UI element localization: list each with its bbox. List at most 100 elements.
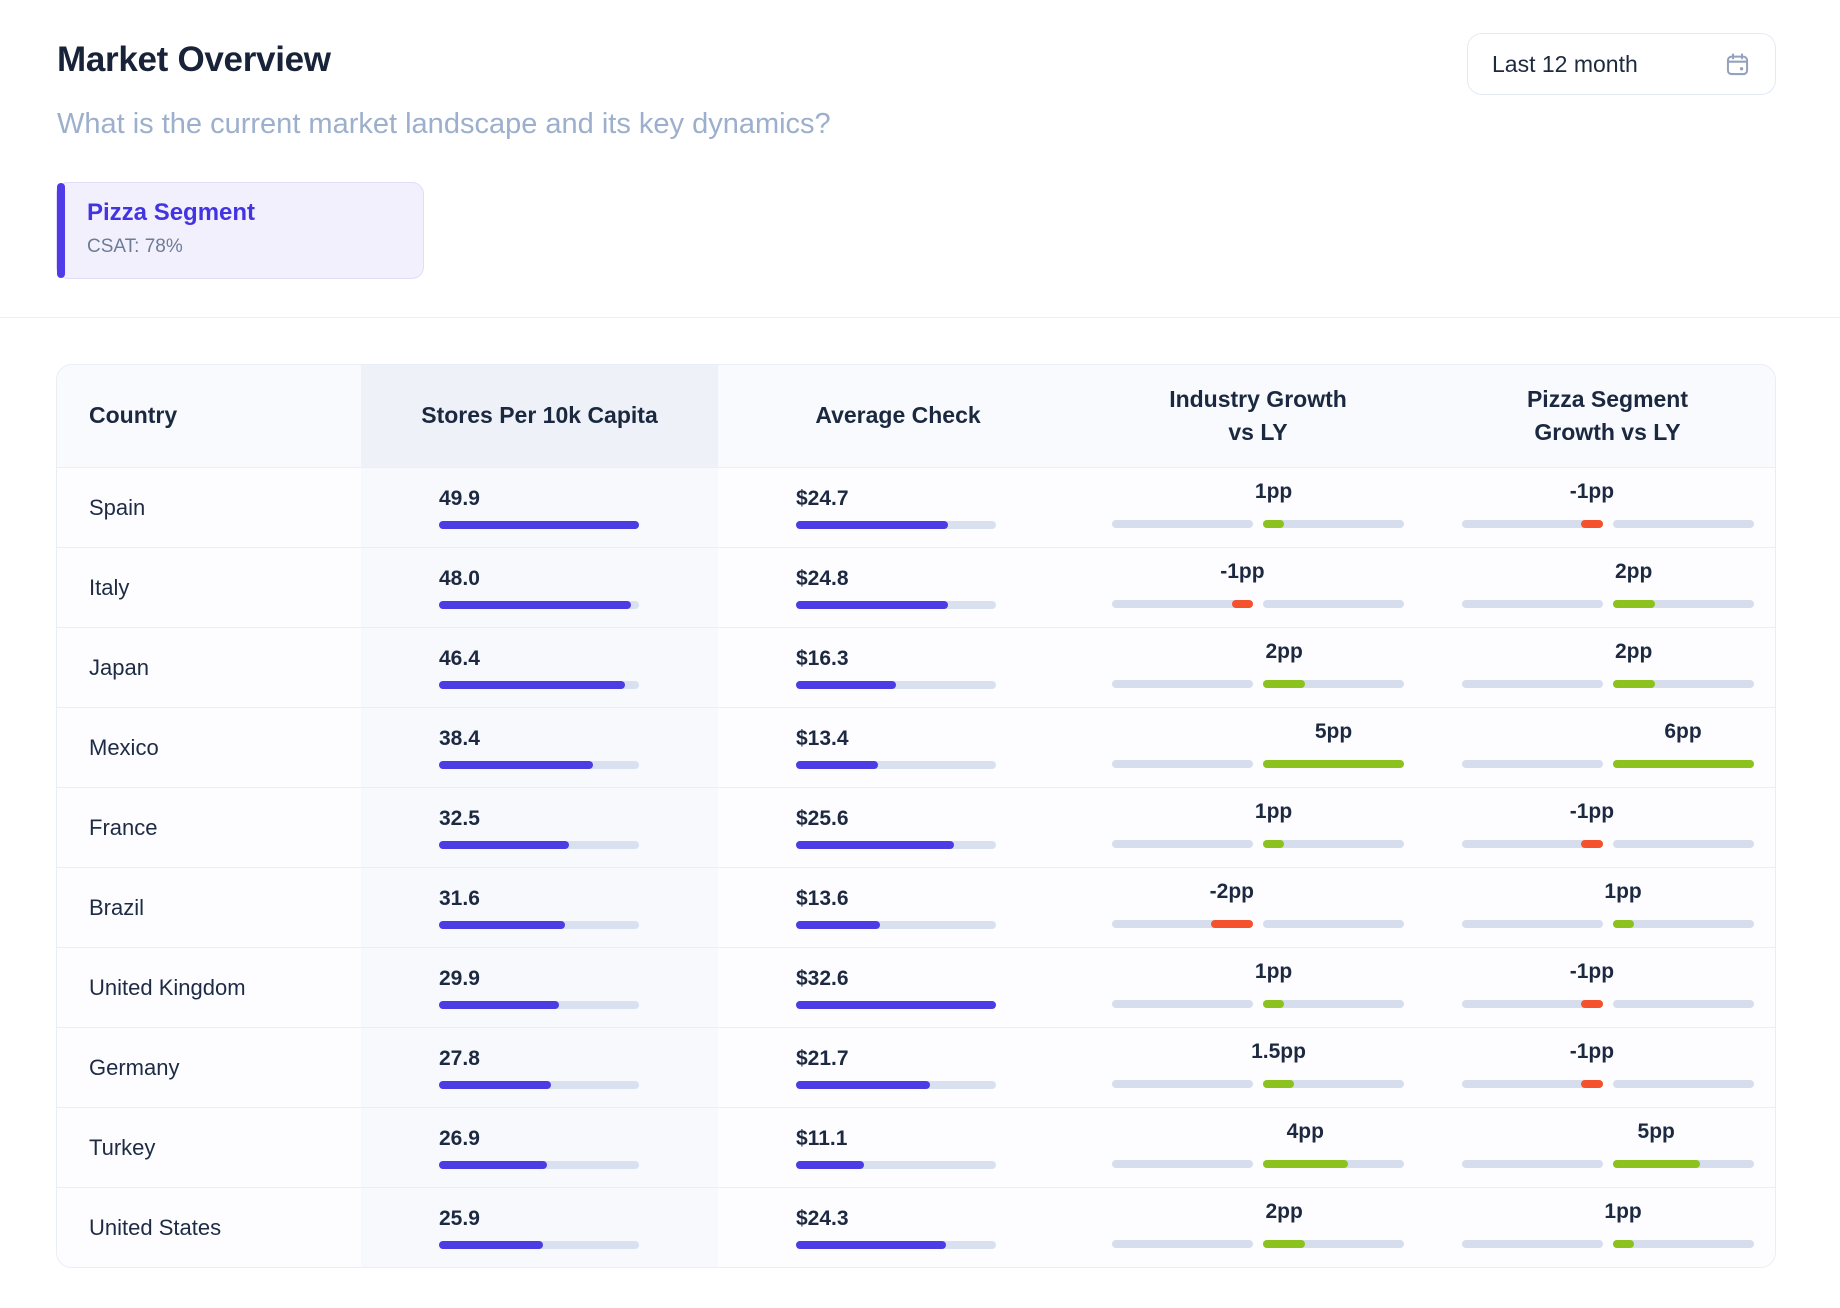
country-cell: Italy: [89, 574, 130, 600]
industry-growth-bar-cell: -2pp: [1078, 868, 1438, 947]
growth-value-label: 1pp: [1604, 879, 1642, 903]
bar-fill: [439, 760, 593, 769]
table-row[interactable]: France 32.5 $25.6 1pp -1pp: [57, 787, 1775, 867]
value-label: 26.9: [439, 1126, 480, 1150]
growth-track: [1112, 1079, 1404, 1088]
country-cell: France: [89, 814, 158, 840]
growth-value-label: 1pp: [1254, 479, 1293, 503]
bar-fill: [796, 1080, 930, 1089]
industry-growth-bar: 1pp: [1112, 960, 1404, 1014]
value-label: 49.9: [439, 486, 480, 510]
stores-bar-cell: 27.8: [361, 1028, 718, 1107]
industry-growth-bar-cell: 1pp: [1078, 948, 1438, 1027]
period-selector-button[interactable]: Last 12 month: [1467, 33, 1776, 95]
stores-bar: 46.4: [361, 647, 639, 689]
growth-pill-positive: [1612, 919, 1634, 928]
growth-track-right: [1263, 839, 1404, 848]
industry-growth-bar: 1pp: [1112, 479, 1404, 534]
table-row[interactable]: Turkey 26.9 $11.1 4pp 5pp: [57, 1107, 1775, 1187]
bar-fill: [439, 520, 639, 529]
table-row[interactable]: Mexico 38.4 $13.4 5pp 6pp: [57, 707, 1775, 787]
average-check-bar: $21.7: [718, 1047, 996, 1089]
bar-fill: [796, 1000, 996, 1009]
growth-value-label: 2pp: [1265, 1199, 1303, 1223]
growth-track-right: [1612, 519, 1754, 528]
growth-pill-positive: [1263, 1079, 1295, 1088]
growth-value-label: 5pp: [1314, 719, 1353, 743]
growth-pill-positive: [1612, 1239, 1634, 1248]
growth-track: [1112, 839, 1404, 848]
table-row[interactable]: Brazil 31.6 $13.6 -2pp 1pp: [57, 867, 1775, 947]
growth-track-left: [1112, 1159, 1253, 1168]
growth-value-label: 2pp: [1614, 559, 1653, 583]
bar-track: [796, 520, 996, 529]
stores-bar: 49.9: [361, 487, 639, 529]
stores-bar: 48.0: [361, 567, 639, 609]
average-check-bar-cell: $21.7: [718, 1028, 1078, 1107]
average-check-bar: $24.7: [718, 487, 996, 529]
pizza-growth-bar: -1pp: [1461, 960, 1754, 1014]
growth-pill-negative: [1231, 599, 1253, 608]
pizza-growth-bar: -1pp: [1461, 480, 1754, 534]
industry-growth-bar-cell: 1pp: [1078, 468, 1438, 547]
value-label: 38.4: [439, 726, 480, 750]
growth-value-label: 6pp: [1664, 719, 1702, 743]
table-row[interactable]: Germany 27.8 $21.7 1.5pp -1pp: [57, 1027, 1775, 1107]
growth-track-left: [1461, 519, 1603, 528]
table-row[interactable]: Japan 46.4 $16.3 2pp 2pp: [57, 627, 1775, 707]
value-label: 27.8: [439, 1046, 480, 1070]
value-label: 25.9: [439, 1206, 480, 1230]
growth-track: [1112, 599, 1404, 608]
growth-pill-positive: [1612, 679, 1655, 688]
average-check-bar: $16.3: [718, 647, 996, 689]
value-label: $25.6: [796, 806, 849, 830]
segment-card-csat: CSAT: 78%: [87, 236, 183, 257]
growth-value-label: 4pp: [1286, 1119, 1324, 1143]
growth-track-left: [1461, 999, 1603, 1008]
industry-growth-bar: 5pp: [1112, 719, 1404, 774]
stores-bar: 27.8: [361, 1047, 639, 1089]
growth-value-label: -1pp: [1220, 559, 1265, 583]
table-row[interactable]: United States 25.9 $24.3 2pp 1pp: [57, 1187, 1775, 1267]
pizza-growth-bar: 6pp: [1461, 719, 1754, 774]
average-check-bar: $24.8: [718, 567, 996, 609]
value-label: 29.9: [439, 966, 480, 990]
bar-track: [796, 1240, 996, 1249]
pizza-growth-bar-cell: 1pp: [1438, 1188, 1775, 1267]
growth-value-label: -2pp: [1209, 879, 1255, 903]
value-label: 46.4: [439, 646, 480, 670]
bar-track: [439, 680, 639, 689]
page-subtitle: What is the current market landscape and…: [57, 108, 831, 140]
industry-growth-bar: 2pp: [1112, 640, 1404, 694]
average-check-bar: $13.4: [718, 727, 996, 769]
bar-track: [439, 520, 639, 529]
growth-track: [1112, 919, 1404, 928]
country-cell: Japan: [89, 654, 149, 680]
bar-fill: [796, 680, 896, 689]
growth-pill-negative: [1581, 839, 1603, 848]
bar-track: [439, 1000, 639, 1009]
bar-track: [439, 760, 639, 769]
growth-track-right: [1263, 999, 1404, 1008]
growth-track: [1461, 839, 1754, 848]
table-row[interactable]: Spain 49.9 $24.7 1pp -1pp: [57, 467, 1775, 547]
growth-track-left: [1461, 1239, 1603, 1248]
table-row[interactable]: United Kingdom 29.9 $32.6 1pp -1pp: [57, 947, 1775, 1027]
table-row[interactable]: Italy 48.0 $24.8 -1pp 2pp: [57, 547, 1775, 627]
average-check-bar-cell: $24.8: [718, 548, 1078, 627]
growth-track: [1112, 759, 1404, 768]
growth-track-right: [1612, 919, 1754, 928]
country-cell: United States: [89, 1214, 222, 1240]
industry-growth-bar: 4pp: [1112, 1119, 1404, 1174]
pizza-growth-bar: 1pp: [1461, 1200, 1754, 1254]
growth-track-left: [1112, 759, 1253, 768]
average-check-bar-cell: $13.4: [718, 708, 1078, 787]
growth-pill-positive: [1263, 679, 1306, 688]
average-check-bar-cell: $25.6: [718, 788, 1078, 867]
average-check-bar-cell: $11.1: [718, 1108, 1078, 1187]
segment-card-accent-bar: [57, 183, 65, 278]
segment-card-pizza[interactable]: Pizza Segment CSAT: 78%: [56, 182, 424, 279]
growth-track-left: [1112, 519, 1253, 528]
average-check-bar-cell: $24.7: [718, 468, 1078, 547]
average-check-bar-cell: $16.3: [718, 628, 1078, 707]
